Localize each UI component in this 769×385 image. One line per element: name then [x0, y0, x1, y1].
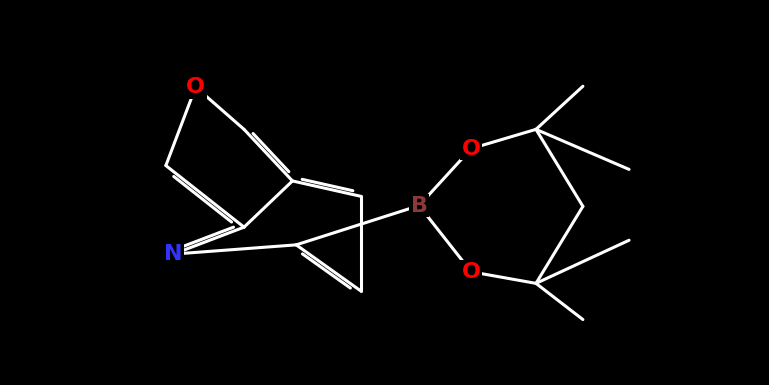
Text: O: O [186, 77, 205, 97]
Text: N: N [164, 244, 182, 264]
Text: B: B [411, 196, 428, 216]
Text: O: O [461, 139, 481, 159]
Text: O: O [461, 262, 481, 282]
